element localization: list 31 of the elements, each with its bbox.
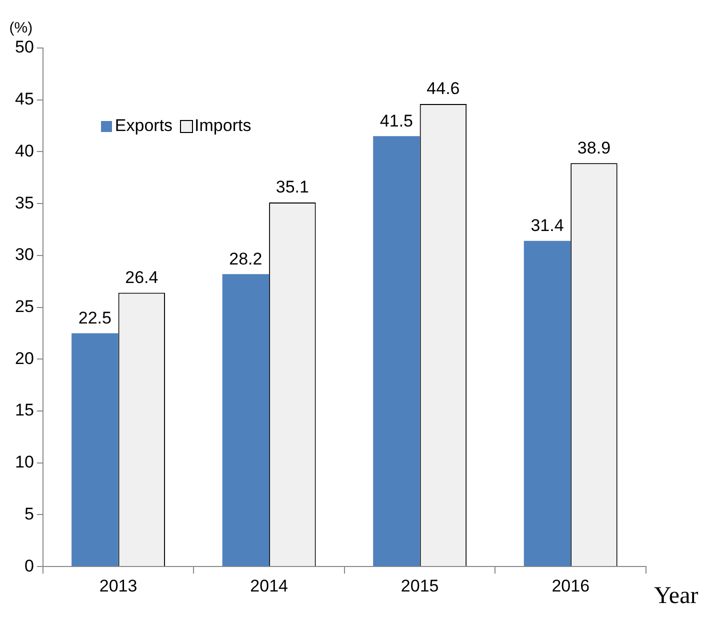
y-tick-label: 0	[24, 556, 34, 576]
y-tick-label: 15	[14, 400, 34, 420]
data-label: 31.4	[530, 216, 564, 236]
legend-label: Exports	[114, 116, 173, 136]
data-label: 28.2	[229, 249, 262, 268]
data-label: 41.5	[380, 111, 414, 130]
legend-label: Imports	[194, 116, 252, 136]
bar	[373, 136, 420, 566]
data-label: 44.6	[426, 79, 460, 98]
x-tick-label: 2013	[99, 576, 138, 596]
x-axis-title: Year	[654, 582, 698, 609]
y-axis-title: (%)	[9, 20, 33, 37]
y-tick-label: 30	[14, 245, 34, 264]
data-label: 35.1	[276, 178, 309, 197]
data-label: 26.4	[125, 268, 158, 287]
y-tick-label: 40	[14, 141, 34, 160]
y-tick-label: 50	[14, 38, 34, 57]
data-label: 38.9	[577, 138, 611, 158]
y-tick-label: 20	[14, 348, 34, 368]
x-tick-label: 2014	[250, 576, 288, 596]
y-tick-label: 45	[14, 90, 34, 109]
y-tick-label: 5	[24, 504, 34, 524]
bar	[72, 333, 118, 566]
bar	[222, 274, 270, 566]
x-tick-label: 2016	[552, 576, 590, 596]
y-tick-label: 10	[14, 452, 34, 472]
x-tick-label: 2015	[400, 576, 439, 596]
data-label: 22.5	[78, 308, 112, 328]
y-tick-label: 25	[14, 296, 34, 316]
bar	[524, 240, 571, 566]
y-tick-label: 35	[14, 193, 34, 212]
